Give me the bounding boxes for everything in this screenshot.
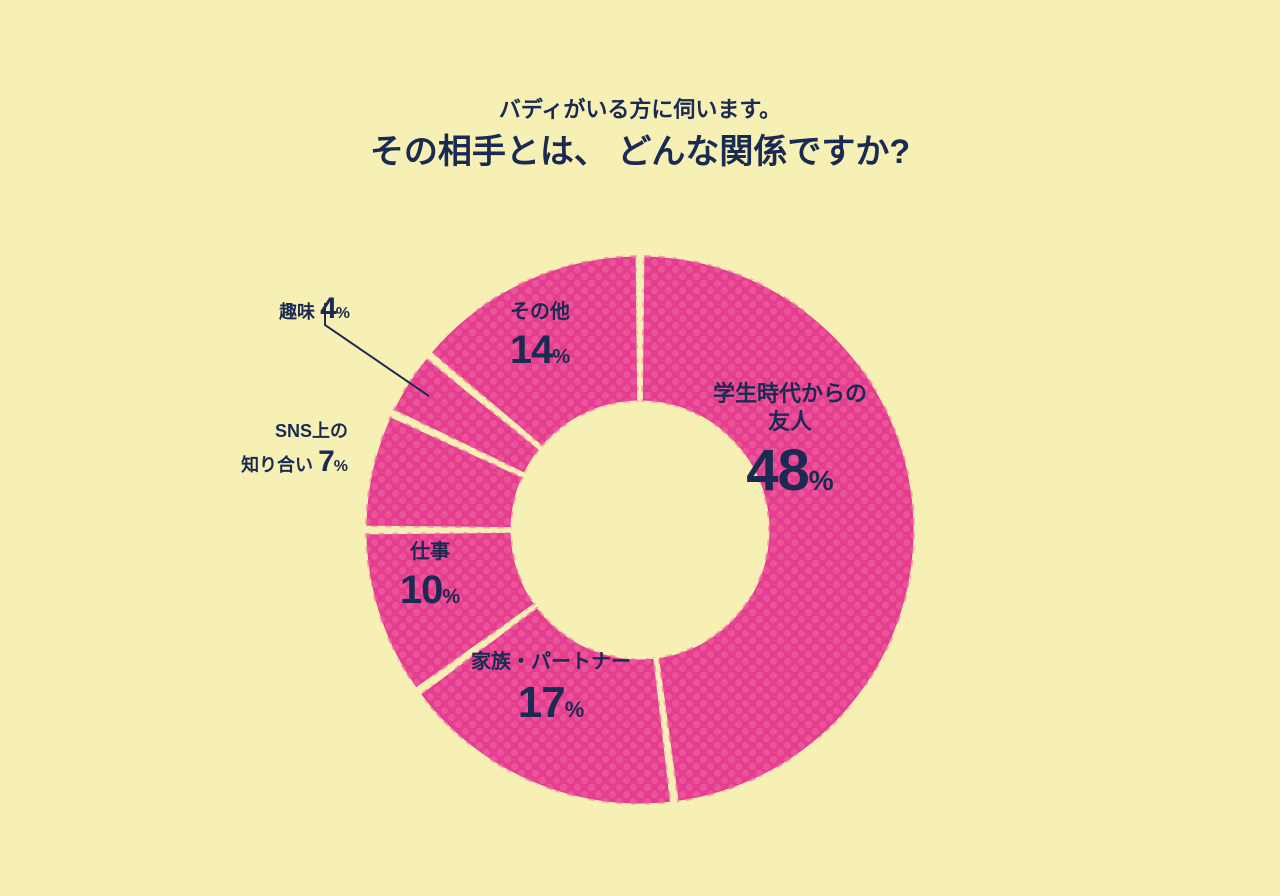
slice-label: 仕事 10%: [300, 540, 560, 615]
slice-label-text: その他: [510, 301, 570, 323]
slice-label: 趣味 4%: [170, 290, 350, 328]
chart-stage: バディがいる方に伺います。 その相手とは、 どんな関係ですか? 学生時代からの …: [0, 0, 1280, 896]
slice-label: その他 14%: [410, 300, 670, 375]
percent-sign: %: [552, 346, 570, 368]
percent-sign: %: [334, 458, 348, 475]
slice-label: 家族・パートナー 17%: [421, 650, 681, 730]
slice-label-text: SNS上の: [168, 420, 348, 443]
slice-label-text: 学生時代からの 友人: [713, 381, 867, 434]
slice-value: 10: [400, 568, 443, 612]
slice-label: 学生時代からの 友人48%: [660, 380, 920, 508]
slice-label: SNS上の知り合い 7%: [168, 420, 348, 480]
slice-label-text: 趣味 4%: [170, 290, 350, 328]
slice-label-text: 仕事: [410, 541, 450, 563]
percent-sign: %: [336, 305, 350, 322]
percent-sign: %: [442, 586, 460, 608]
slice-value: 7: [318, 445, 334, 478]
slice-value: 48: [746, 438, 809, 503]
percent-sign: %: [809, 465, 834, 496]
donut-slice-pattern: [641, 255, 915, 802]
slice-value: 4: [320, 292, 336, 325]
slice-label-text: 家族・パートナー: [471, 651, 631, 673]
slice-label-text: 知り合い 7%: [168, 443, 348, 481]
percent-sign: %: [565, 697, 585, 722]
slice-value: 14: [510, 328, 553, 372]
slice-value: 17: [518, 678, 565, 727]
